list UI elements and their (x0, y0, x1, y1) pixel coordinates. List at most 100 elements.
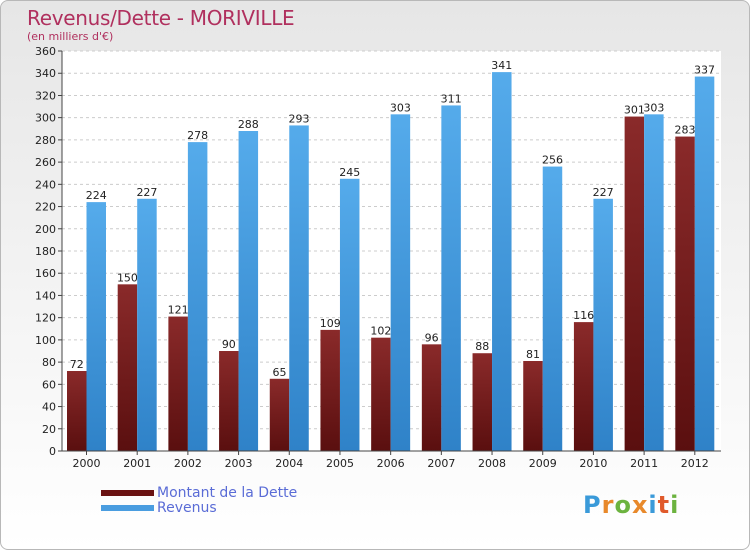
legend-label-revenus: Revenus (157, 500, 217, 516)
y-tick-label: 260 (35, 156, 56, 169)
bar-revenus-2006 (390, 114, 411, 451)
bar-dette-2007 (421, 344, 442, 451)
y-tick-label: 280 (35, 134, 56, 147)
y-tick-label: 40 (42, 401, 56, 414)
y-tick-label: 200 (35, 223, 56, 236)
data-label-revenus-2004: 293 (289, 112, 310, 125)
y-tick-label: 340 (35, 67, 56, 80)
y-tick-label: 320 (35, 89, 56, 102)
y-tick-label: 120 (35, 312, 56, 325)
bar-revenus-2008 (492, 72, 512, 451)
y-tick-label: 20 (42, 423, 56, 436)
x-tick-label-2003: 2003 (225, 457, 253, 470)
data-label-dette-2001: 150 (117, 271, 138, 284)
data-label-dette-2007: 96 (425, 331, 439, 344)
y-tick-label: 300 (35, 112, 56, 125)
bar-revenus-2002 (187, 142, 208, 451)
bar-dette-2003 (219, 351, 239, 451)
data-label-dette-2008: 88 (475, 340, 489, 353)
y-tick-label: 100 (35, 334, 56, 347)
data-label-revenus-2005: 245 (339, 166, 360, 179)
bar-dette-2011 (624, 116, 645, 452)
y-tick-label: 80 (42, 356, 56, 369)
logo-letter: x (631, 491, 649, 519)
data-label-revenus-2012: 337 (694, 64, 715, 77)
bar-dette-2006 (371, 337, 391, 451)
bar-dette-2009 (523, 361, 543, 451)
x-tick-label-2002: 2002 (174, 457, 202, 470)
data-label-dette-2006: 102 (370, 325, 391, 338)
x-tick-label-2009: 2009 (529, 457, 557, 470)
logo-letter: o (614, 491, 632, 519)
y-tick-label: 360 (35, 45, 56, 58)
chart-title: Revenus/Dette - MORIVILLE (27, 6, 295, 30)
x-tick-label-2011: 2011 (630, 457, 658, 470)
x-tick-label-2007: 2007 (427, 457, 455, 470)
bar-revenus-2010 (593, 198, 613, 451)
bar-dette-2002 (168, 316, 188, 451)
chart-subtitle: (en milliers d'€) (27, 30, 114, 43)
y-tick-label: 180 (35, 245, 56, 258)
bar-dette-2012 (675, 136, 695, 452)
bar-dette-2008 (472, 353, 493, 451)
data-label-revenus-2002: 278 (187, 129, 208, 142)
data-label-dette-2010: 116 (573, 309, 594, 322)
data-label-revenus-2007: 311 (441, 92, 462, 105)
legend-swatch-dette (101, 490, 154, 496)
y-tick-label: 160 (35, 267, 56, 280)
data-label-revenus-2010: 227 (593, 186, 614, 199)
y-tick-label: 60 (42, 378, 56, 391)
bar-revenus-2003 (238, 131, 259, 451)
bar-revenus-2009 (542, 166, 563, 452)
legend-label-dette: Montant de la Dette (157, 485, 298, 501)
x-tick-label-2005: 2005 (326, 457, 354, 470)
bar-revenus-2004 (289, 125, 309, 451)
data-label-dette-2004: 65 (273, 366, 287, 379)
bar-revenus-2011 (644, 114, 664, 451)
bar-revenus-2005 (339, 178, 360, 451)
bar-dette-2000 (67, 371, 87, 451)
bar-dette-2010 (573, 322, 594, 451)
data-label-dette-2009: 81 (526, 348, 540, 361)
bar-revenus-2012 (694, 76, 715, 452)
y-tick-label: 140 (35, 289, 56, 302)
data-label-dette-2005: 109 (320, 317, 341, 330)
data-label-dette-2000: 72 (70, 358, 84, 371)
x-tick-label-2012: 2012 (681, 457, 709, 470)
y-tick-label: 240 (35, 178, 56, 191)
data-label-revenus-2000: 224 (86, 189, 107, 202)
bar-revenus-2007 (441, 105, 461, 451)
y-tick-label: 0 (49, 445, 56, 458)
legend-swatch-revenus (101, 505, 154, 511)
data-label-revenus-2008: 341 (491, 59, 512, 72)
data-label-dette-2002: 121 (168, 304, 189, 317)
logo-letter: i (670, 491, 680, 519)
bar-layer: 72 224 150 227 121 278 90 288 65 293 109 245 102 303 9… (67, 59, 715, 452)
logo-letter: t (657, 491, 671, 519)
bar-dette-2005 (320, 329, 340, 451)
data-label-dette-2003: 90 (222, 338, 236, 351)
proxiti-logo: Proxiti (583, 491, 679, 519)
data-label-revenus-2006: 303 (390, 101, 411, 114)
bar-revenus-2000 (86, 202, 106, 451)
x-tick-label-2004: 2004 (275, 457, 303, 470)
x-tick-label-2000: 2000 (73, 457, 101, 470)
data-label-revenus-2011: 303 (643, 101, 664, 114)
data-label-revenus-2001: 227 (136, 186, 157, 199)
data-label-revenus-2009: 256 (542, 154, 563, 167)
bar-dette-2004 (269, 378, 290, 451)
data-label-dette-2011: 301 (624, 104, 645, 117)
x-tick-label-2010: 2010 (579, 457, 607, 470)
bar-revenus-2001 (137, 198, 157, 451)
bar-dette-2001 (117, 284, 138, 451)
axis-layer: 0 20 40 60 80 100 120 140 160 180 200 220 240 260 280 3… (35, 45, 721, 470)
y-tick-label: 220 (35, 201, 56, 214)
logo-letter: i (648, 491, 658, 519)
x-tick-label-2006: 2006 (377, 457, 405, 470)
data-label-dette-2012: 283 (675, 124, 696, 137)
logo-letter: P (583, 491, 602, 519)
data-label-revenus-2003: 288 (238, 118, 259, 131)
x-tick-label-2008: 2008 (478, 457, 506, 470)
